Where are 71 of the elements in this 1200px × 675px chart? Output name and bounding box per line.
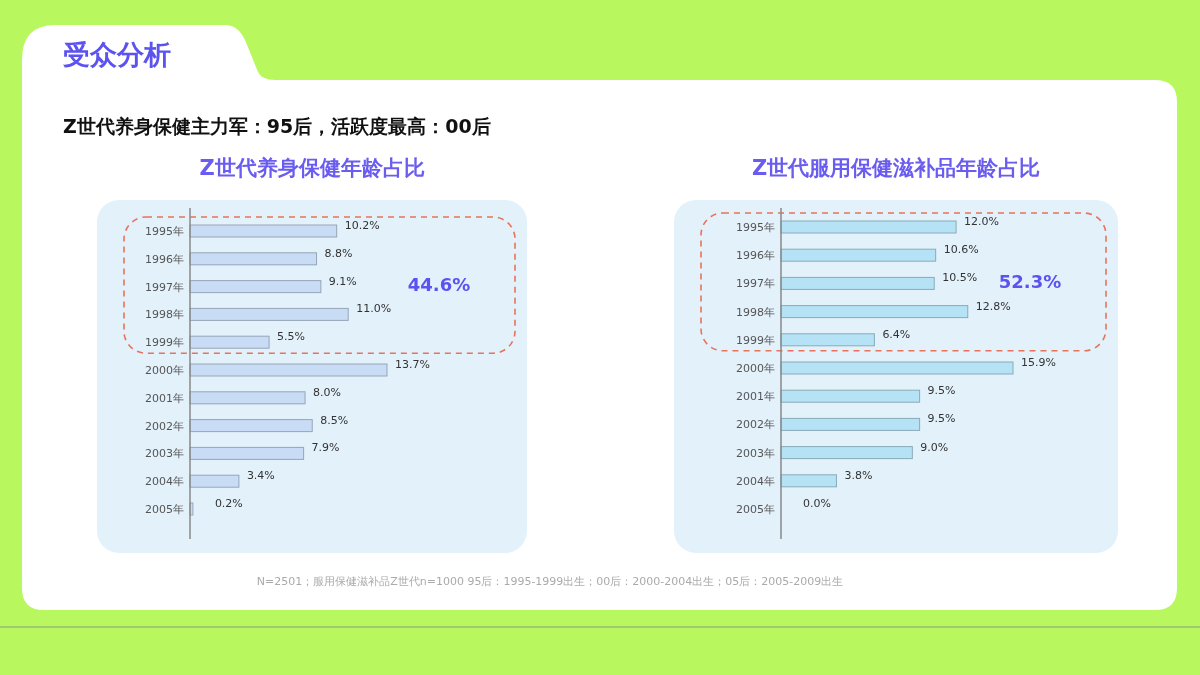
y-tick-label: 2004年	[736, 474, 775, 488]
y-tick-label: 1995年	[736, 221, 775, 234]
data-label: 11.0%	[356, 302, 392, 316]
data-label: 10.6%	[943, 243, 979, 257]
bar	[189, 446, 305, 460]
y-tick-label: 2000年	[736, 362, 775, 375]
y-tick-label: 2003年	[736, 446, 775, 460]
data-label: 10.2%	[344, 219, 380, 232]
data-label: 9.1%	[328, 274, 357, 288]
bar	[780, 389, 921, 403]
y-tick-label: 2003年	[145, 447, 184, 461]
y-tick-label: 2005年	[736, 503, 775, 516]
bar	[189, 363, 388, 377]
y-tick-label: 2000年	[145, 364, 184, 377]
data-label: 13.7%	[395, 358, 430, 371]
data-label: 8.8%	[324, 246, 353, 260]
chart-title: Z世代服用保健滋补品年龄占比	[751, 156, 1041, 180]
chart-title: Z世代养身保健年龄占比	[199, 156, 425, 180]
data-label: 3.8%	[844, 468, 873, 482]
text: N=2501；服用保健滋补品Z世代n=1000 95后：1995-1999出生；00后：2000-2004出生；05后：2005-2009出生	[256, 575, 844, 588]
bar	[189, 280, 322, 294]
data-label: 9.0%	[920, 440, 949, 454]
y-tick-label: 2004年	[145, 475, 184, 489]
y-tick-label: 2002年	[145, 419, 184, 433]
bar	[780, 417, 921, 431]
data-label: 9.5%	[927, 384, 956, 398]
data-label: 7.9%	[311, 441, 340, 455]
data-label: 8.5%	[320, 413, 349, 427]
annotation: 52.3%	[998, 270, 1062, 292]
text: Z世代养身保健主力军：95后，活跃度最高：00后	[63, 115, 491, 137]
bar	[780, 276, 935, 290]
bar	[189, 474, 240, 488]
y-tick-label: 1997年	[736, 277, 775, 291]
y-tick-label: 1999年	[736, 333, 775, 347]
bar	[189, 419, 313, 433]
data-label: 10.5%	[942, 271, 978, 285]
y-tick-label: 2001年	[736, 390, 775, 404]
y-tick-label: 2001年	[145, 391, 184, 405]
data-label: 15.9%	[1021, 356, 1056, 369]
bar	[189, 335, 270, 349]
bar	[780, 248, 937, 262]
y-tick-label: 2005年	[145, 503, 184, 516]
bar	[780, 474, 837, 488]
text: 受众分析	[63, 39, 171, 70]
bar	[780, 305, 969, 319]
bar	[780, 446, 913, 460]
y-tick-label: 1996年	[145, 252, 184, 266]
y-tick-label: 2002年	[736, 418, 775, 432]
data-label: 12.0%	[964, 215, 1000, 228]
bar	[189, 307, 349, 321]
text: 44.6%	[407, 274, 471, 296]
bar	[189, 391, 306, 405]
data-label: 12.8%	[975, 299, 1011, 313]
data-label: 5.5%	[277, 330, 306, 344]
y-tick-label: 1996年	[736, 249, 775, 263]
data-label: 3.4%	[246, 469, 275, 483]
bar	[780, 220, 957, 234]
data-label: 9.5%	[927, 412, 956, 426]
bar	[189, 252, 318, 266]
data-label: 8.0%	[313, 385, 341, 399]
data-label: 6.4%	[882, 327, 911, 341]
y-tick-label: 1999年	[145, 336, 184, 350]
bar	[780, 361, 1014, 375]
data-label: 0.0%	[803, 497, 831, 510]
y-tick-label: 1997年	[145, 280, 184, 294]
data-label: 0.2%	[214, 497, 243, 510]
y-tick-label: 1998年	[145, 308, 184, 322]
y-tick-label: 1995年	[145, 225, 184, 238]
y-tick-label: 1998年	[736, 305, 775, 319]
bar	[780, 333, 875, 347]
bar	[189, 224, 338, 238]
